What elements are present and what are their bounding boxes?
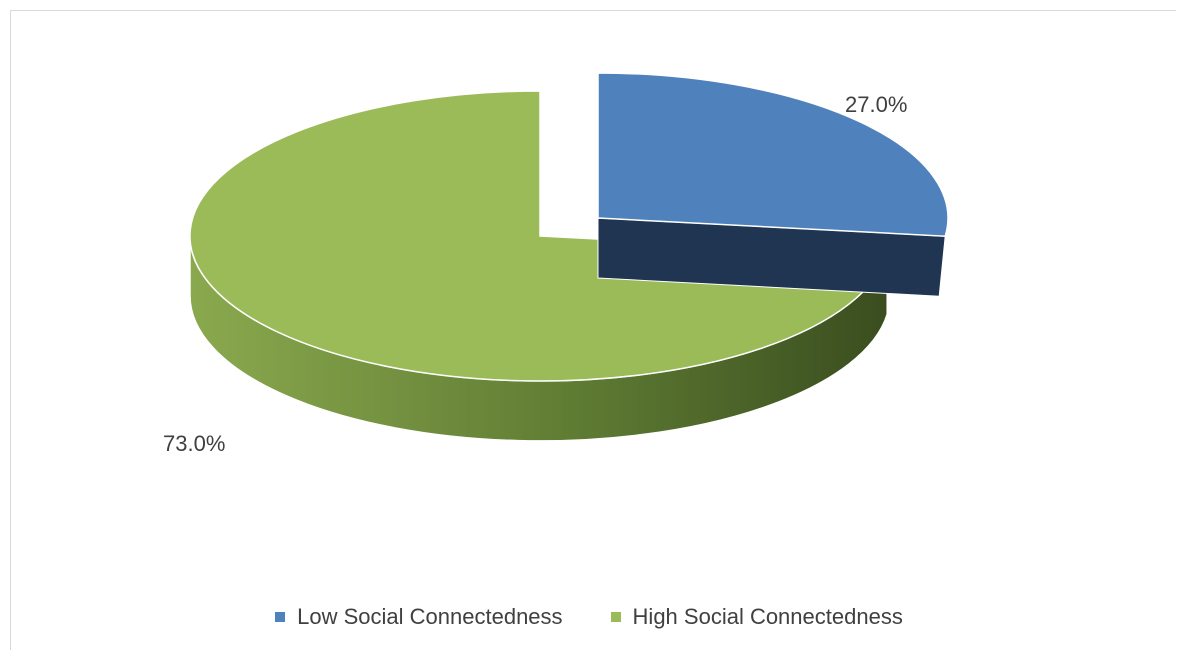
data-label-low-social-connectedness: 27.0% [845, 92, 907, 117]
slice-low-social-connectedness [597, 72, 949, 237]
slice-high-social-connectedness [189, 90, 889, 382]
legend-swatch-low [275, 612, 286, 622]
data-label-high-social-connectedness: 73.0% [163, 431, 225, 456]
legend-label-high: High Social Connectedness [632, 604, 903, 629]
legend-item-high-social-connectedness: High Social Connectedness [610, 604, 903, 630]
legend-item-low-social-connectedness: Low Social Connectedness [275, 604, 563, 630]
legend-swatch-high [610, 612, 621, 622]
legend-label-low: Low Social Connectedness [297, 604, 563, 629]
legend: Low Social Connectedness High Social Con… [0, 604, 1178, 630]
